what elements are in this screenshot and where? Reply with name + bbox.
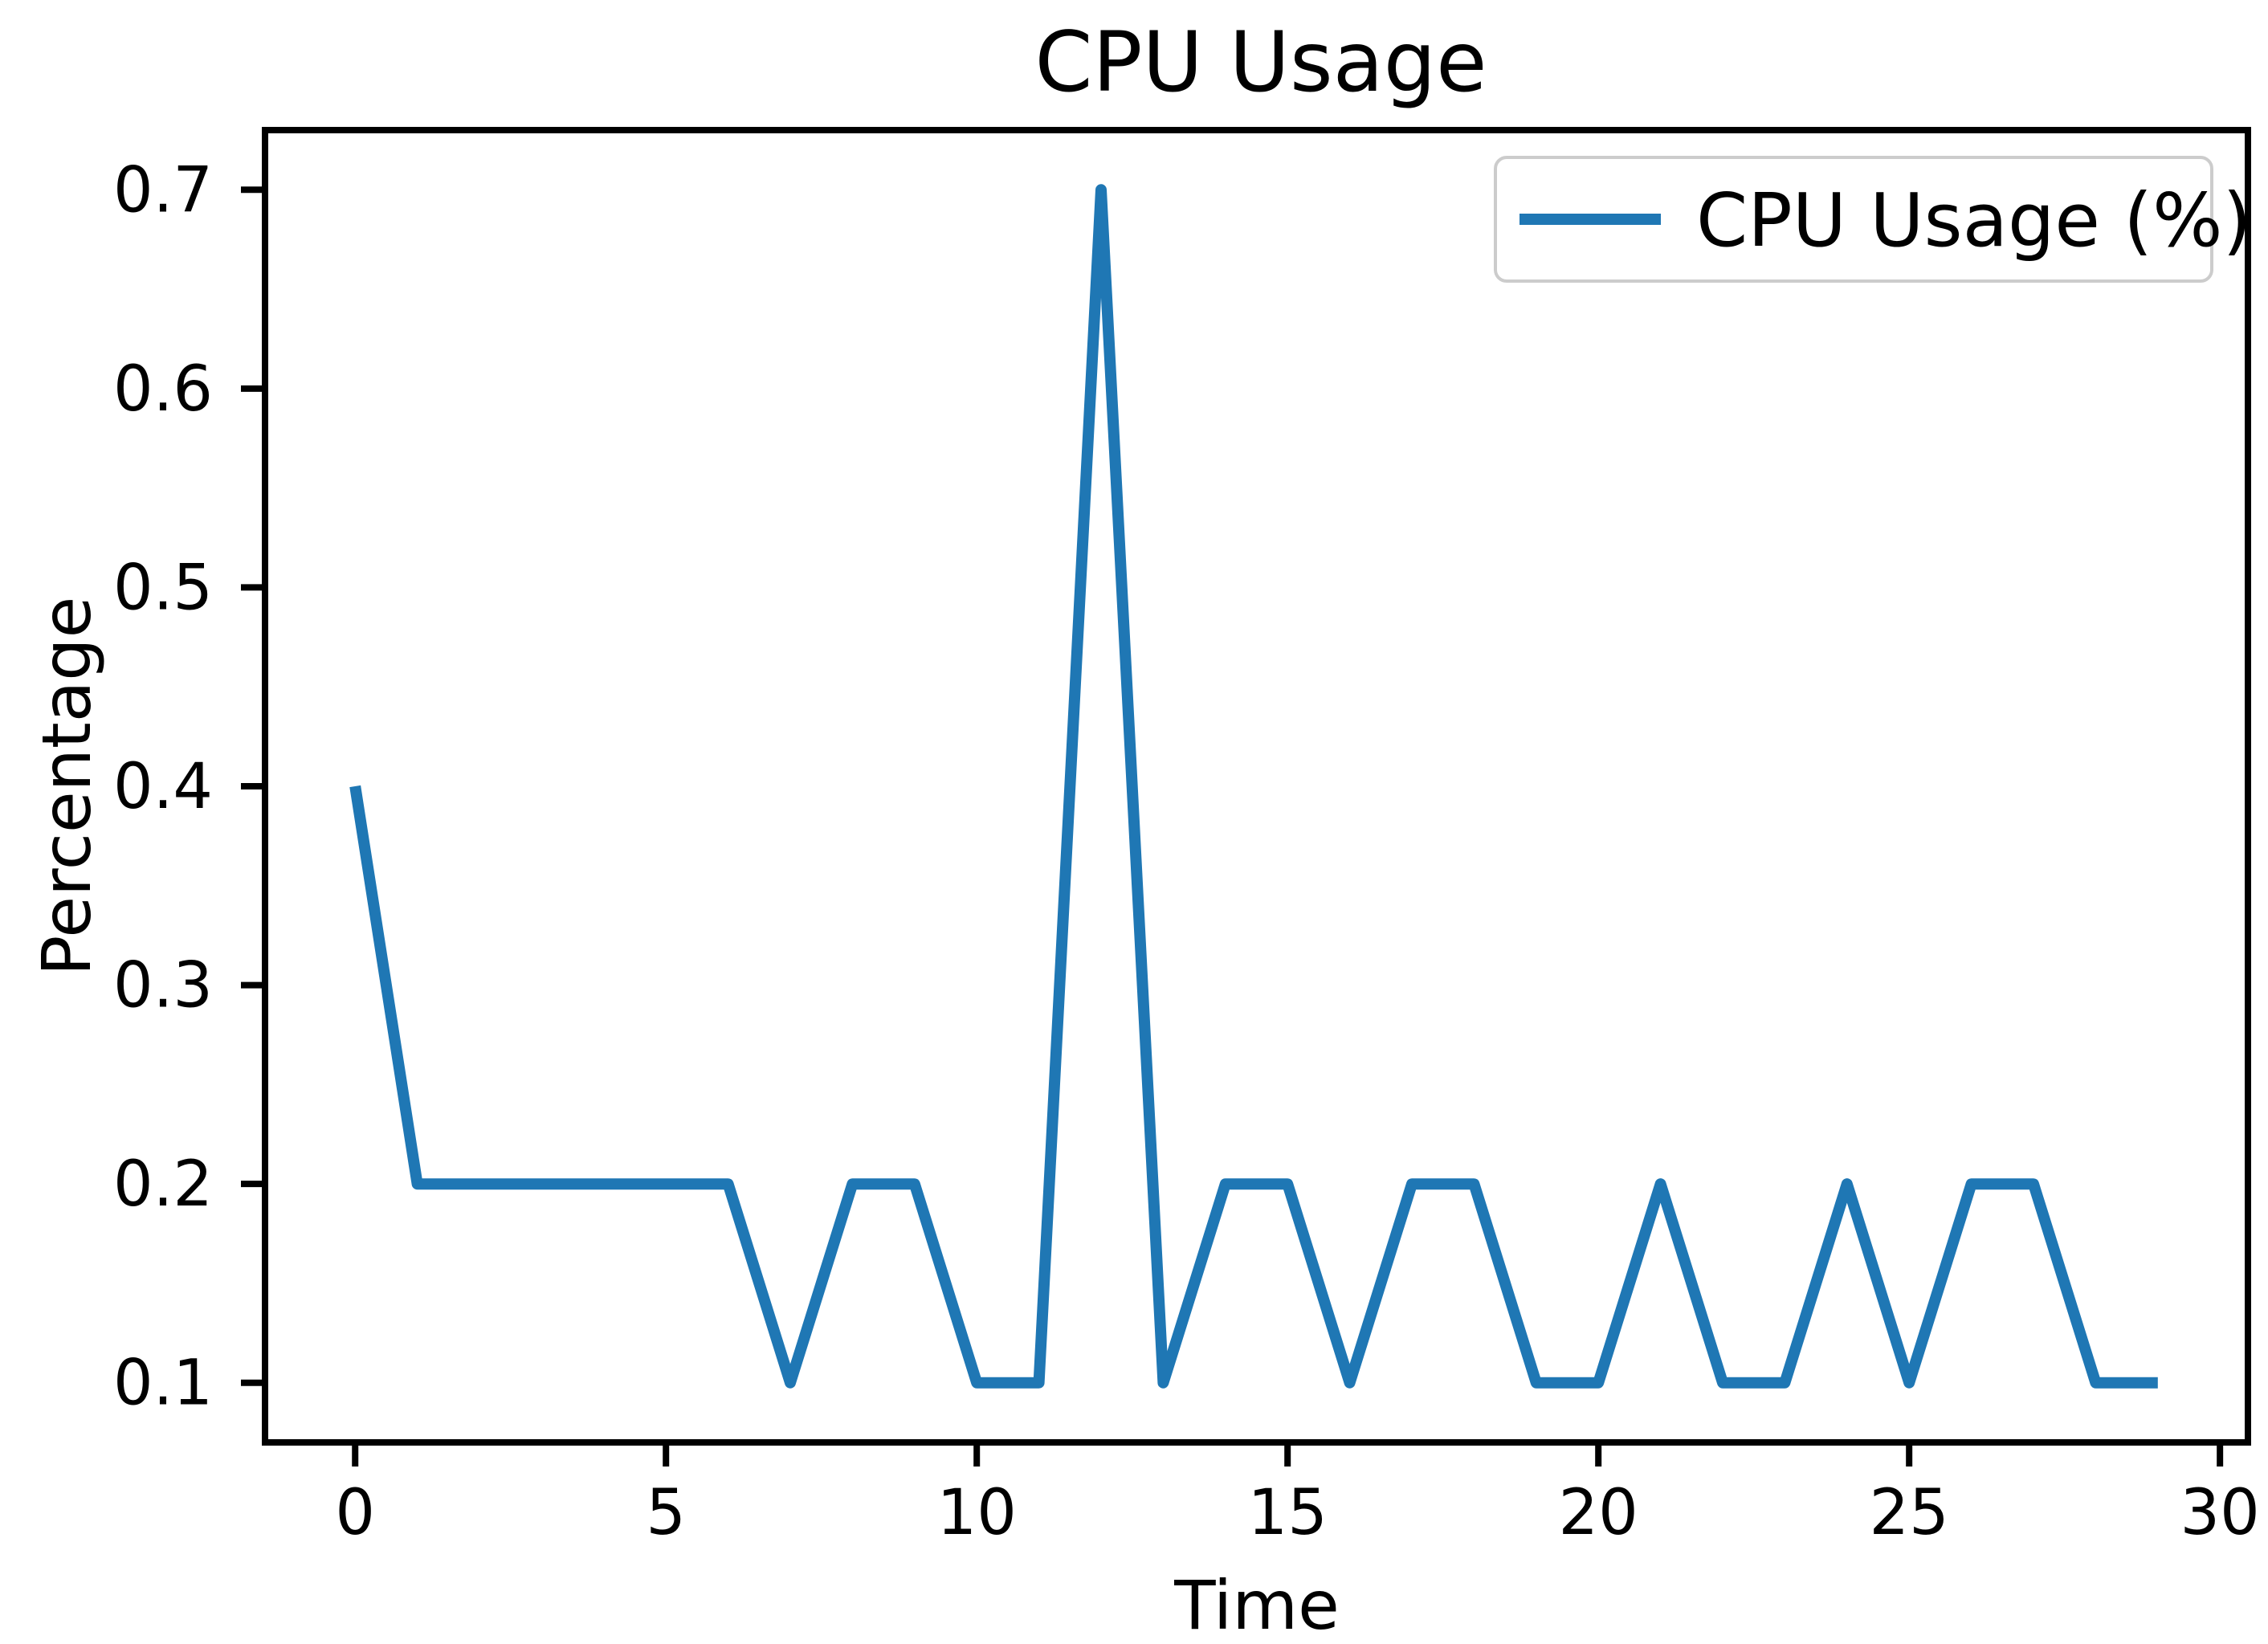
legend: CPU Usage (%) — [1494, 156, 2251, 283]
y-tick-label: 0.5 — [113, 552, 213, 624]
axes-spines — [262, 127, 2251, 1446]
chart-title: CPU Usage — [1034, 14, 1487, 111]
y-tick-label: 0.4 — [113, 751, 213, 823]
cpu-usage-series — [349, 184, 2158, 1389]
x-tick-label: 30 — [2180, 1477, 2260, 1549]
legend-box — [1494, 156, 2213, 283]
x-tick-label: 25 — [1870, 1477, 1949, 1549]
x-axis-label: Time — [1173, 1566, 1340, 1644]
x-tick-label: 5 — [646, 1477, 686, 1549]
cpu-usage-polyline — [349, 184, 2158, 1389]
x-tick-label: 10 — [937, 1477, 1017, 1549]
y-tick-label: 0.6 — [113, 353, 213, 426]
axes-background — [265, 130, 2248, 1442]
y-tick-label: 0.2 — [113, 1148, 213, 1221]
x-tick-label: 20 — [1559, 1477, 1638, 1549]
y-tick-label: 0.3 — [113, 950, 213, 1022]
y-axis-ticks: 0.1 0.2 0.3 0.4 0.5 0.6 0.7 — [113, 154, 265, 1420]
y-tick-label: 0.7 — [113, 154, 213, 226]
y-tick-label: 0.1 — [113, 1348, 213, 1420]
y-axis-label: Percentage — [27, 597, 106, 977]
x-tick-label: 15 — [1248, 1477, 1328, 1549]
x-axis-ticks: 0 5 10 15 20 25 30 — [335, 1442, 2260, 1549]
x-tick-label: 0 — [335, 1477, 375, 1549]
legend-label: CPU Usage (%) — [1696, 177, 2251, 263]
